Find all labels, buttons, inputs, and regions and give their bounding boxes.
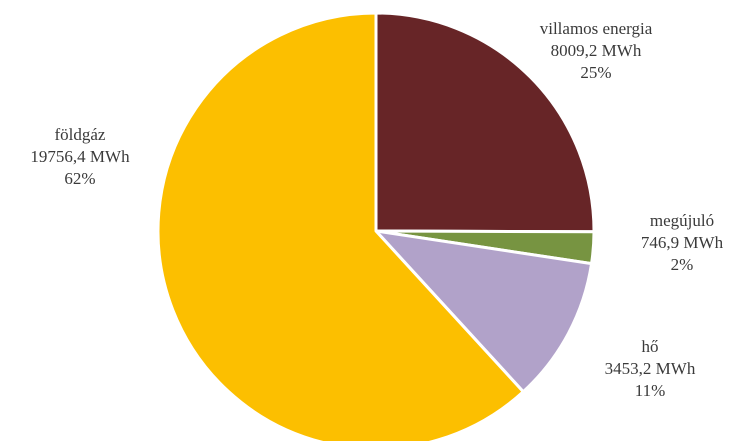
pie-slices xyxy=(156,11,596,441)
pie-data-labels: villamos energia 8009,2 MWh 25% megújuló 746… xyxy=(30,19,723,400)
data-label-percent: 62% xyxy=(64,169,95,188)
data-label-percent: 11% xyxy=(635,381,666,400)
data-label-percent: 25% xyxy=(580,63,611,82)
data-label-value: 8009,2 MWh xyxy=(551,41,642,60)
data-label-1: megújuló 746,9 MWh 2% xyxy=(641,211,724,274)
data-label-name: földgáz xyxy=(55,125,106,144)
data-label-value: 746,9 MWh xyxy=(641,233,724,252)
data-label-value: 3453,2 MWh xyxy=(605,359,696,378)
data-label-name: villamos energia xyxy=(540,19,653,38)
data-label-0: villamos energia 8009,2 MWh 25% xyxy=(540,19,653,82)
data-label-name: hő xyxy=(642,337,659,356)
data-label-percent: 2% xyxy=(671,255,694,274)
pie-slice-0 xyxy=(374,11,596,234)
data-label-name: megújuló xyxy=(650,211,714,230)
data-label-3: földgáz 19756,4 MWh 62% xyxy=(30,125,130,188)
data-label-value: 19756,4 MWh xyxy=(30,147,130,166)
pie-slice-3 xyxy=(156,11,525,441)
data-label-2: hő 3453,2 MWh 11% xyxy=(605,337,696,400)
pie-slice-2 xyxy=(374,229,594,394)
